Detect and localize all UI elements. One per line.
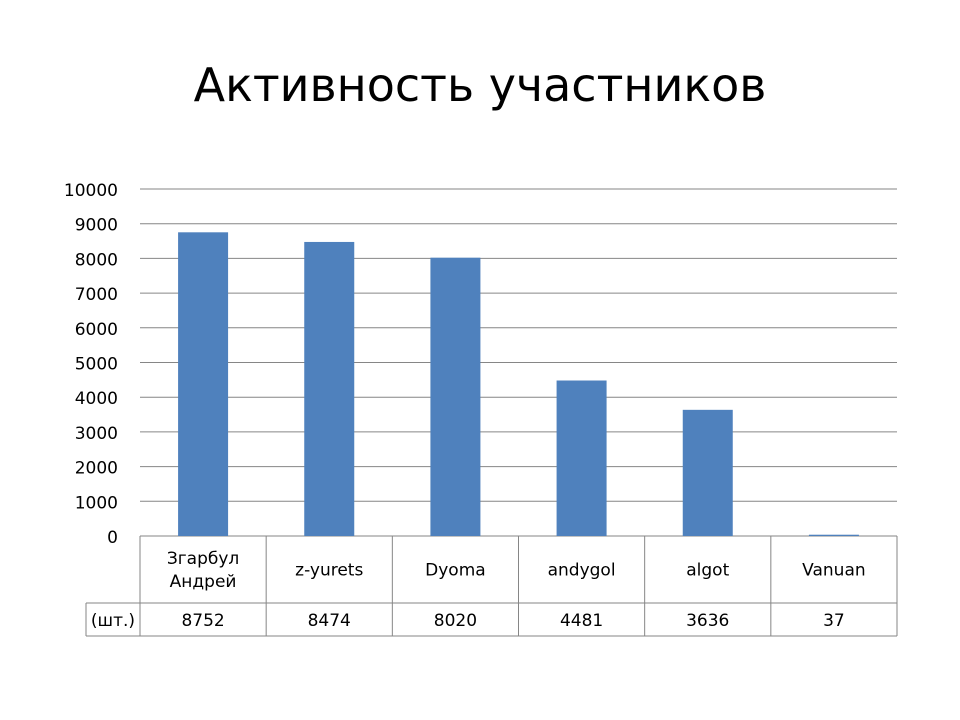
category-label-0-1: Андрей [170, 572, 237, 592]
bar-1 [304, 241, 355, 536]
bar-3 [556, 380, 607, 536]
gridlines [140, 188, 897, 537]
data-table: (шт.) Згарбул Андрей 8752 z-yurets 8474 Dyoma 8… [85, 536, 898, 637]
data-label-0: 8752 [181, 611, 224, 631]
y-tick-label-7: 7000 [75, 285, 118, 305]
data-label-4: 3636 [686, 611, 729, 631]
series-label: (шт.) [91, 611, 135, 631]
y-tick-label-2: 2000 [75, 459, 118, 479]
bar-2 [430, 257, 481, 536]
data-label-5: 37 [823, 611, 845, 631]
category-label-2: Dyoma [425, 561, 486, 581]
chart-title: Активность участников [193, 58, 767, 112]
bar-4 [682, 409, 733, 536]
category-label-3: andygol [548, 561, 616, 581]
y-tick-label-6: 6000 [75, 320, 118, 340]
y-axis-tick-labels: 0 1000 2000 3000 4000 5000 6000 7000 8000 9000 100… [64, 181, 118, 548]
y-tick-label-9: 9000 [75, 216, 118, 236]
y-tick-label-8: 8000 [75, 250, 118, 270]
bars [178, 232, 859, 536]
category-label-5: Vanuan [802, 561, 865, 581]
data-label-3: 4481 [560, 611, 603, 631]
y-tick-label-4: 4000 [75, 389, 118, 409]
y-tick-label-1: 1000 [75, 493, 118, 513]
y-tick-label-3: 3000 [75, 424, 118, 444]
y-tick-label-5: 5000 [75, 355, 118, 375]
category-label-1: z-yurets [295, 561, 363, 581]
bar-0 [178, 232, 229, 536]
bar-5 [808, 534, 859, 536]
y-tick-label-10: 10000 [64, 181, 118, 201]
data-label-1: 8474 [308, 611, 351, 631]
data-label-2: 8020 [434, 611, 477, 631]
category-label-4: algot [686, 561, 729, 581]
category-label-0-0: Згарбул [167, 549, 239, 569]
y-tick-label-0: 0 [107, 528, 118, 548]
